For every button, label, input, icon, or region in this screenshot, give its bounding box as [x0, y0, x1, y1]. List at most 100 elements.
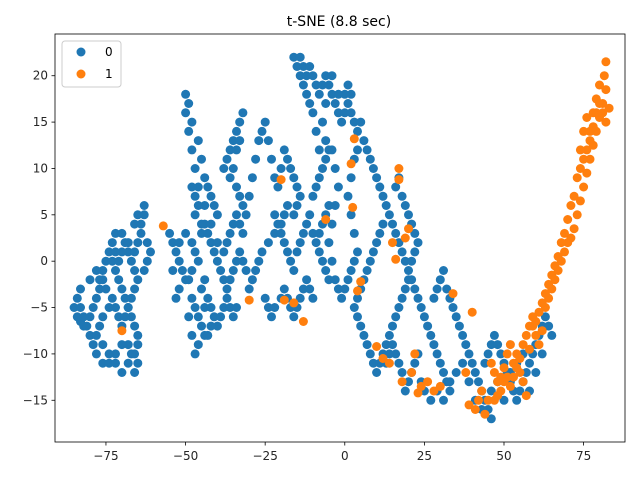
- point-series-1-33: [467, 307, 477, 317]
- point-series-0-434: [486, 386, 496, 396]
- point-series-0-178: [228, 164, 238, 173]
- point-series-0-315: [362, 145, 372, 155]
- point-series-0-313: [353, 145, 362, 155]
- point-series-0-57: [114, 256, 124, 266]
- point-series-0-236: [295, 238, 305, 248]
- point-series-0-441: [410, 358, 420, 368]
- point-series-0-294: [330, 164, 340, 173]
- point-series-0-13: [111, 266, 120, 275]
- point-series-0-67: [139, 210, 149, 220]
- point-series-0-138: [187, 293, 197, 303]
- point-series-0-237: [298, 228, 308, 238]
- point-series-0-353: [372, 368, 382, 377]
- point-series-0-235: [292, 247, 302, 257]
- point-series-0-331: [413, 293, 423, 303]
- point-series-1-17: [391, 254, 401, 264]
- point-series-0-176: [235, 136, 245, 146]
- point-series-0-344: [400, 284, 410, 294]
- point-series-0-446: [394, 358, 404, 368]
- point-series-0-301: [333, 284, 343, 294]
- point-series-0-288: [333, 89, 343, 99]
- point-series-0-271: [314, 89, 324, 99]
- point-series-0-290: [321, 99, 331, 108]
- point-series-0-269: [308, 71, 318, 81]
- point-series-0-273: [321, 71, 331, 81]
- point-series-0-348: [388, 321, 397, 331]
- point-series-0-167: [235, 219, 245, 229]
- points-layer: [69, 52, 614, 424]
- x-tick-label: −50: [173, 449, 198, 463]
- point-series-0-270: [311, 80, 321, 90]
- point-series-0-228: [270, 210, 280, 220]
- point-series-0-151: [212, 321, 222, 331]
- point-series-0-35: [79, 312, 89, 322]
- point-series-0-128: [200, 173, 210, 183]
- point-series-0-317: [368, 164, 378, 173]
- point-series-0-199: [292, 182, 302, 192]
- point-series-1-92: [595, 99, 604, 108]
- point-series-1-38: [483, 395, 493, 405]
- point-series-0-385: [448, 303, 458, 312]
- point-series-0-382: [439, 266, 448, 275]
- point-series-0-7: [95, 284, 105, 294]
- point-series-0-343: [404, 275, 413, 285]
- point-series-0-24: [130, 368, 140, 377]
- point-series-0-380: [432, 284, 442, 294]
- point-series-0-328: [404, 266, 413, 275]
- point-series-1-113: [515, 354, 525, 363]
- point-series-0-148: [203, 293, 213, 303]
- point-series-0-244: [321, 266, 331, 275]
- point-series-0-183: [241, 210, 251, 220]
- point-series-0-323: [388, 219, 397, 229]
- point-series-1-97: [566, 201, 576, 210]
- point-series-0-124: [184, 99, 194, 108]
- point-series-0-337: [404, 210, 413, 220]
- point-series-0-118: [193, 182, 203, 192]
- legend-label-1: 1: [105, 67, 113, 81]
- point-series-0-51: [133, 275, 143, 285]
- point-series-0-379: [429, 293, 439, 303]
- point-series-0-268: [305, 62, 315, 71]
- point-series-0-97: [193, 256, 203, 266]
- x-tick-label: 50: [496, 449, 511, 463]
- point-series-1-16: [388, 238, 397, 248]
- point-series-1-20: [397, 377, 407, 387]
- point-series-0-261: [298, 80, 308, 90]
- y-tick-label: −5: [30, 301, 48, 315]
- point-series-1-19: [394, 175, 404, 185]
- point-series-0-74: [139, 266, 149, 275]
- point-series-0-143: [193, 340, 203, 350]
- point-series-1-69: [582, 168, 592, 178]
- point-series-0-316: [365, 154, 375, 164]
- point-series-1-11: [353, 286, 362, 296]
- point-series-0-292: [321, 136, 331, 146]
- point-series-0-211: [247, 275, 257, 285]
- point-series-0-68: [139, 201, 149, 210]
- point-series-0-330: [410, 284, 420, 294]
- point-series-0-332: [416, 303, 426, 312]
- point-series-0-326: [397, 247, 407, 257]
- point-series-0-436: [499, 395, 509, 405]
- x-tick-label: −75: [93, 449, 118, 463]
- point-series-1-4: [279, 295, 289, 305]
- point-series-1-7: [321, 215, 331, 224]
- point-series-1-45: [505, 340, 515, 350]
- point-series-0-314: [359, 136, 369, 146]
- point-series-0-63: [130, 247, 140, 257]
- point-series-0-286: [343, 80, 353, 90]
- point-series-0-18: [126, 312, 136, 322]
- legend-marker-1: [76, 69, 86, 79]
- point-series-0-203: [283, 201, 292, 210]
- point-series-0-386: [451, 312, 461, 322]
- point-series-0-428: [445, 377, 455, 387]
- point-series-1-12: [356, 277, 366, 287]
- point-series-0-364: [362, 266, 372, 275]
- point-series-0-345: [397, 293, 407, 303]
- point-series-0-145: [187, 330, 197, 340]
- point-series-0-174: [235, 117, 245, 127]
- point-series-0-129: [203, 182, 213, 192]
- point-series-1-70: [585, 154, 595, 164]
- point-series-0-365: [365, 256, 375, 266]
- point-series-0-310: [343, 191, 353, 201]
- point-series-0-93: [174, 238, 184, 248]
